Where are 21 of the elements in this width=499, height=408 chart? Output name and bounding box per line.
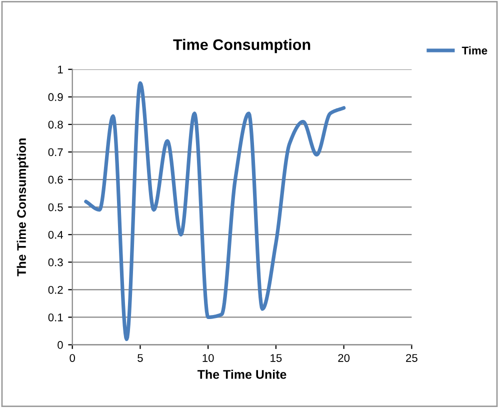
y-tick-label: 0.5 <box>48 203 63 212</box>
y-tick-label: 0.6 <box>48 176 63 184</box>
y-axis-title: The Time Consumption <box>16 138 28 276</box>
legend-label: Time <box>462 46 488 54</box>
y-tick-label: 0.2 <box>48 286 63 294</box>
y-tick-label: 1 <box>58 66 63 74</box>
x-tick-label: 0 <box>70 354 76 362</box>
chart-title: Time Consumption <box>173 38 310 54</box>
y-tick-label: 0.3 <box>48 258 63 266</box>
x-tick-label: 10 <box>202 354 214 362</box>
x-tick-label: 15 <box>270 354 282 362</box>
y-tick-label: 0.8 <box>48 120 63 129</box>
y-tick-label: 0.9 <box>48 93 63 102</box>
y-tick-label: 0.4 <box>48 230 64 239</box>
x-tick-label: 25 <box>406 354 418 362</box>
y-tick-label: 0 <box>58 341 63 349</box>
y-tick-label: 0.7 <box>48 148 63 156</box>
x-tick-label: 5 <box>138 354 143 362</box>
x-axis-title: The Time Unite <box>197 370 286 379</box>
y-tick-label: 0.1 <box>48 313 63 322</box>
x-tick-label: 20 <box>338 354 350 362</box>
